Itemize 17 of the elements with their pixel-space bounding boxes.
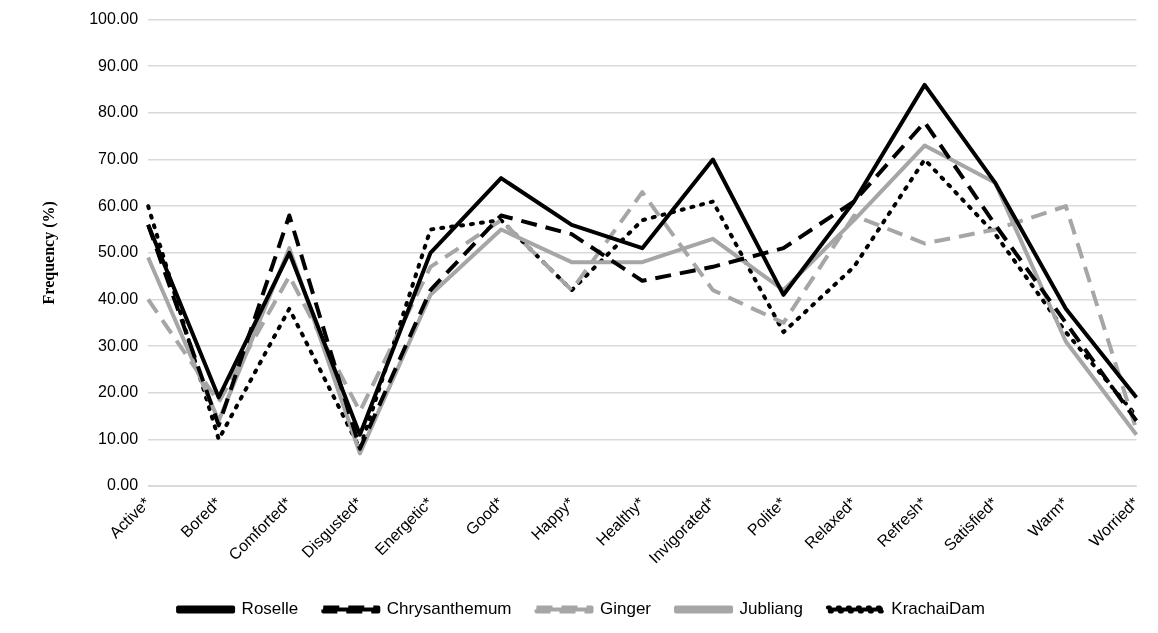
legend-label: KrachaiDam: [891, 599, 985, 619]
y-tick-label: 60.00: [98, 196, 139, 214]
legend-label: Roselle: [241, 599, 299, 619]
y-tick-label: 0.00: [107, 476, 139, 494]
y-axis-title: Frequency (%): [39, 201, 58, 305]
y-tick-label: 90.00: [98, 56, 139, 74]
y-tick-label: 20.00: [98, 383, 139, 401]
y-tick-label: 10.00: [98, 429, 139, 447]
y-tick-label: 80.00: [98, 103, 139, 121]
legend-label: Jubliang: [739, 599, 803, 619]
y-tick-label: 30.00: [98, 336, 139, 354]
y-tick-label: 70.00: [98, 149, 139, 167]
y-tick-label: 100.00: [89, 10, 139, 28]
legend-label: Ginger: [600, 599, 652, 619]
legend-label: Chrysanthemum: [386, 599, 512, 619]
y-tick-label: 40.00: [98, 289, 139, 307]
y-tick-label: 50.00: [98, 243, 139, 261]
